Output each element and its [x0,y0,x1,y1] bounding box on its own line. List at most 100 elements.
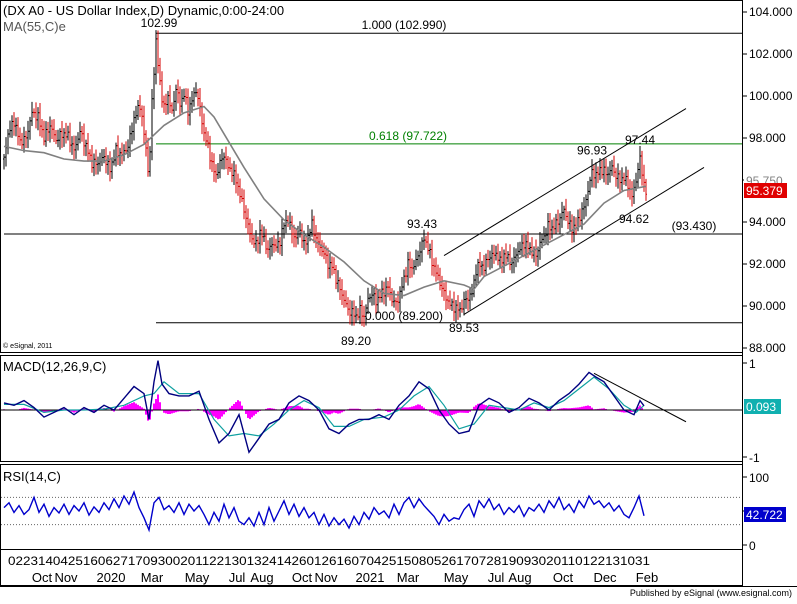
macd-histogram-bar [385,410,387,412]
macd-histogram-bar [353,408,355,410]
date-axis-month-label: Mar [397,570,420,585]
macd-histogram-bar [479,403,481,410]
footer-credit: Published by eSignal (www.esignal.com) [630,588,792,598]
rsi-value-badge [744,507,786,522]
macd-histogram-bar [301,407,303,410]
macd-histogram-bar [557,408,559,410]
current-price-badge [744,183,787,198]
macd-histogram-bar [287,406,289,410]
macd-histogram-bar [379,408,381,410]
macd-histogram-bar [245,410,247,414]
macd-histogram-bar [177,410,179,412]
date-axis-month-label: May [444,570,469,585]
macd-histogram-bar [467,410,469,413]
macd-histogram-bar [589,406,591,410]
macd-histogram-bar [333,410,335,413]
macd-histogram-bar [273,408,275,410]
date-axis-month-label: Jul [488,570,505,585]
macd-histogram-bar [337,410,339,414]
macd-histogram-bar [43,410,45,413]
macd-histogram-bar [397,407,399,410]
macd-histogram-bar [493,406,495,410]
macd-histogram-bar [185,410,187,412]
macd-histogram-bar [495,407,497,410]
macd-histogram-bar [239,401,241,410]
macd-histogram-bar [49,410,51,412]
date-axis-month-label: 2020 [97,570,126,585]
macd-histogram-bar [527,406,529,410]
macd-histogram-bar [435,410,437,415]
macd-histogram-bar [577,407,579,410]
macd-histogram-bar [159,402,161,410]
date-axis-month-label: Nov [54,570,78,585]
macd-histogram-bar [181,410,183,412]
macd-histogram-bar [401,407,403,410]
macd-histogram-bar [331,410,333,414]
macd-histogram-bar [615,410,617,412]
macd-histogram-bar [93,410,95,412]
macd-histogram-bar [283,408,285,410]
price-annotation: 89.53 [449,321,479,335]
macd-histogram-bar [29,408,31,410]
macd-histogram-bar [599,408,601,410]
macd-histogram-bar [213,410,215,417]
price-annotation: 93.43 [407,217,437,231]
macd-histogram-bar [329,410,331,415]
macd-histogram-bar [129,403,131,410]
panel-frames [0,0,797,587]
macd-histogram-bar [169,410,171,415]
macd-histogram-bar [327,410,329,415]
macd-histogram-bar [439,410,441,417]
macd-value-badge [744,399,781,414]
macd-histogram-bar [597,408,599,410]
macd-histogram-bar [487,405,489,410]
macd-histogram-bar [241,405,243,410]
macd-histogram-bar [573,407,575,410]
macd-histogram-bar [457,410,459,413]
macd-histogram-bar [153,403,155,410]
macd-histogram-bar [617,410,619,412]
macd-histogram-bar [623,410,625,413]
macd-histogram-bar [583,406,585,410]
macd-histogram-bar [73,410,75,413]
macd-histogram-bar [637,407,639,410]
price-y-tick-label: 98.000 [749,131,786,145]
macd-y-tick-label: -1 [749,451,760,465]
macd-histogram-bar [299,406,301,410]
price-y-tick-label: 100.000 [749,89,793,103]
macd-histogram-bar [489,406,491,410]
channel-line [463,166,705,315]
current-price-text: 95.379 [746,184,783,198]
macd-histogram-bar [413,406,415,410]
macd-histogram-bar [605,408,607,410]
price-y-tick-label: 104.000 [749,5,793,19]
macd-histogram-bar [567,408,569,410]
macd-histogram-bar [581,406,583,410]
price-levels [4,32,742,324]
price-annotation: 1.000 (102.990) [362,18,447,32]
rsi-value-text: 42.722 [746,508,783,522]
macd-histogram-bar [317,410,319,412]
macd-histogram-bar [75,410,77,412]
macd-histogram-bar [407,407,409,410]
macd-histogram-bar [165,410,167,414]
date-axis-month-label: Aug [508,570,531,585]
date-axis-month-label: Jul [229,570,246,585]
macd-histogram-bar [497,407,499,410]
macd-histogram-bar [235,402,237,410]
macd-histogram-bar [387,410,389,413]
macd-histogram-bar [509,410,511,412]
macd-histogram-bar [485,405,487,410]
macd-histogram-bar [461,410,463,413]
macd-histogram-bar [629,410,631,413]
price-annotation: 102.99 [141,16,178,30]
macd-histogram-bar [253,410,255,416]
macd-histogram-bar [569,408,571,410]
date-axis-month-label: 2021 [356,570,385,585]
price-annotation: 97.44 [625,133,655,147]
macd-histogram-bar [417,404,419,410]
macd-histogram-bar [451,410,453,415]
price-y-tick-label: 94.000 [749,215,786,229]
macd-histogram-bar [25,408,27,410]
price-annotation: 94.62 [619,212,649,226]
